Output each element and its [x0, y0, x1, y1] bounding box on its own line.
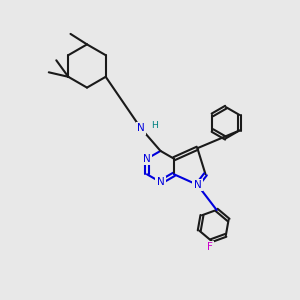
- Text: F: F: [207, 242, 213, 252]
- Text: N: N: [143, 154, 151, 164]
- Text: N: N: [157, 177, 164, 187]
- Text: N: N: [137, 123, 145, 134]
- Text: H: H: [151, 121, 158, 130]
- Text: N: N: [194, 180, 201, 190]
